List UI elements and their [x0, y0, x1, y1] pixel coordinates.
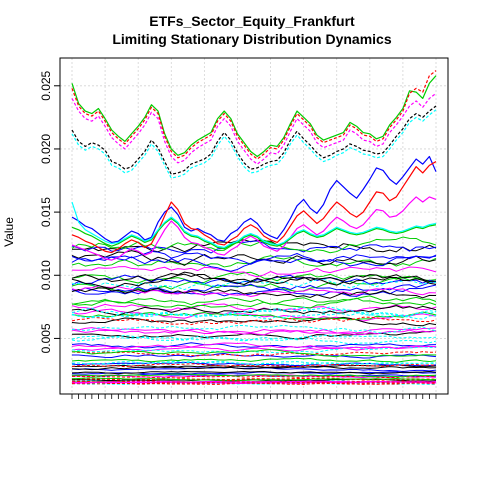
- chart-subtitle: Limiting Stationary Distribution Dynamic…: [112, 31, 391, 47]
- y-axis-label: Value: [2, 217, 16, 247]
- y-tick-label: 0.005: [39, 323, 53, 353]
- y-tick-label: 0.015: [39, 197, 53, 227]
- y-axis: 0.005 0.010 0.015 0.020 0.025: [39, 70, 60, 353]
- y-tick-label: 0.025: [39, 70, 53, 100]
- series-line: [72, 71, 436, 159]
- chart-title: ETFs_Sector_Equity_Frankfurt: [149, 13, 355, 29]
- series-line: [72, 358, 436, 362]
- series-line: [72, 304, 436, 311]
- x-axis: [72, 394, 436, 399]
- series-line: [72, 76, 436, 157]
- y-tick-label: 0.010: [39, 260, 53, 290]
- series-layer: [72, 71, 436, 385]
- y-tick-label: 0.020: [39, 134, 53, 164]
- series-line: [72, 110, 436, 178]
